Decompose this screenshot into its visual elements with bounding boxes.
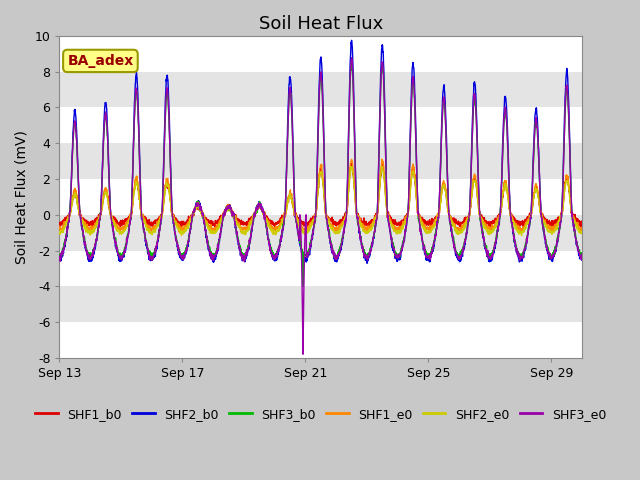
Bar [60,72,582,108]
Bar [60,215,582,251]
Bar [60,108,582,143]
Legend: SHF1_b0, SHF2_b0, SHF3_b0, SHF1_e0, SHF2_e0, SHF3_e0: SHF1_b0, SHF2_b0, SHF3_b0, SHF1_e0, SHF2… [30,403,612,426]
Y-axis label: Soil Heat Flux (mV): Soil Heat Flux (mV) [15,130,29,264]
Bar [60,322,582,358]
Bar [60,36,582,72]
Bar [60,286,582,322]
Bar [60,143,582,179]
Text: BA_adex: BA_adex [67,54,134,68]
Title: Soil Heat Flux: Soil Heat Flux [259,15,383,33]
Bar [60,251,582,286]
Bar [60,179,582,215]
